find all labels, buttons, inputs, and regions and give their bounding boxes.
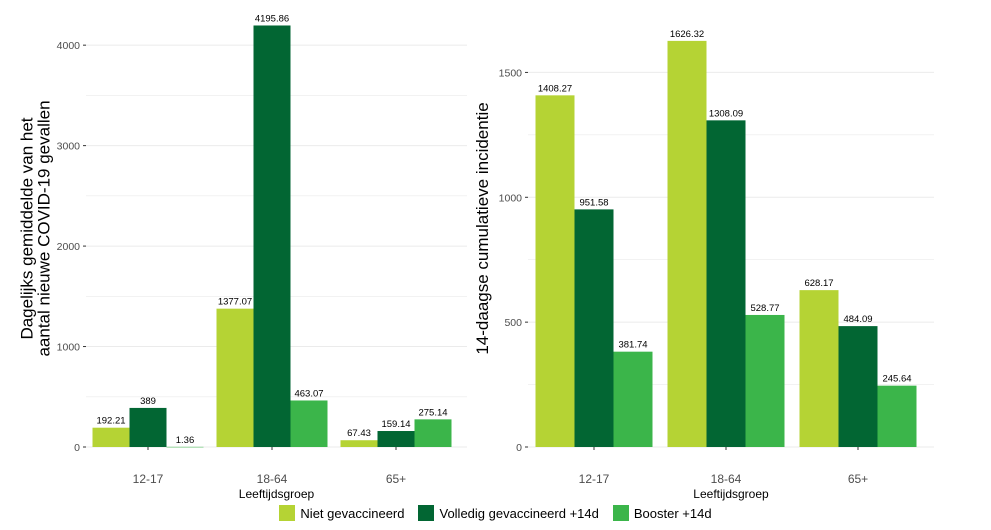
x-tick-label: 18-64 xyxy=(711,472,742,486)
y-tick-label: 0 xyxy=(74,442,80,454)
legend-key-fully-vaccinated xyxy=(418,505,435,521)
bar-not-vaccinated-18-64 xyxy=(216,308,254,447)
y-tick-label: 2000 xyxy=(57,241,81,253)
chart-14-day-incidence: 0 500 1000 1500 1408.27 951.58 381.74 12-17 1626… xyxy=(470,0,991,505)
y-tick-label: 0 xyxy=(516,442,522,454)
bar-fully-vaccinated-65+ xyxy=(838,326,878,447)
x-tick-label: 18-64 xyxy=(257,472,288,486)
x-tick-label: 12-17 xyxy=(579,472,610,486)
bar-booster-18-64 xyxy=(745,314,785,447)
data-label: 67.43 xyxy=(347,428,371,439)
legend-key-not-vaccinated xyxy=(279,505,296,521)
bar-booster-18-64 xyxy=(290,400,328,447)
data-label: 528.77 xyxy=(750,303,779,314)
chart-daily-average-cases-svg: 0 1000 2000 3000 4000 192.21 389 1.36 12-17 1377.… xyxy=(18,13,467,501)
legend-label-booster: Booster +14d xyxy=(633,505,712,521)
y-tick-label: 500 xyxy=(504,317,522,329)
bar-not-vaccinated-12-17 xyxy=(535,95,575,447)
bar-fully-vaccinated-18-64 xyxy=(706,120,746,447)
y-axis-title: aantal nieuwe COVID-19 gevallen xyxy=(35,100,54,356)
bar-not-vaccinated-65+ xyxy=(340,440,378,447)
legend-key-booster xyxy=(612,505,629,521)
data-label: 1408.27 xyxy=(538,83,572,94)
data-label: 1.36 xyxy=(176,435,195,446)
data-label: 159.14 xyxy=(381,419,410,430)
data-label: 484.09 xyxy=(843,314,872,325)
legend: Niet gevaccineerd Volledig gevaccineerd … xyxy=(0,500,991,526)
bar-booster-65+ xyxy=(414,419,452,447)
data-label: 381.74 xyxy=(618,340,647,351)
legend-item-fully-vaccinated: Volledig gevaccineerd +14d xyxy=(418,505,599,521)
data-label: 192.21 xyxy=(96,416,125,427)
data-label: 275.14 xyxy=(418,407,447,418)
data-label: 1377.07 xyxy=(218,297,252,308)
data-label: 951.58 xyxy=(579,197,608,208)
data-label: 1626.32 xyxy=(670,29,704,40)
data-label: 463.07 xyxy=(294,388,323,399)
legend-label-not-vaccinated: Niet gevaccineerd xyxy=(300,505,405,521)
x-tick-label: 65+ xyxy=(848,472,868,486)
legend-item-not-vaccinated: Niet gevaccineerd xyxy=(279,505,404,521)
bar-booster-65+ xyxy=(877,385,917,447)
bar-not-vaccinated-65+ xyxy=(799,290,839,447)
x-axis-title: Leeftijdsgroep xyxy=(693,487,769,501)
bar-booster-12-17 xyxy=(613,351,653,447)
legend-item-booster: Booster +14d xyxy=(612,505,712,521)
data-label: 389 xyxy=(140,396,156,407)
bar-booster-12-17 xyxy=(166,446,204,448)
y-tick-label: 1000 xyxy=(57,342,81,354)
y-tick-label: 4000 xyxy=(57,40,81,52)
x-tick-label: 65+ xyxy=(386,472,406,486)
x-axis-title: Leeftijdsgroep xyxy=(239,487,315,501)
chart-14-day-incidence-svg: 0 500 1000 1500 1408.27 951.58 381.74 12-17 1626… xyxy=(473,29,934,501)
y-tick-label: 1500 xyxy=(499,67,523,79)
data-label: 245.64 xyxy=(882,374,911,385)
y-axis-title: Dagelijks gemiddelde van het xyxy=(18,117,37,339)
data-label: 1308.09 xyxy=(709,108,743,119)
bar-fully-vaccinated-18-64 xyxy=(253,25,291,448)
bar-fully-vaccinated-12-17 xyxy=(129,407,167,447)
bar-not-vaccinated-18-64 xyxy=(667,40,707,447)
bar-fully-vaccinated-65+ xyxy=(377,431,415,447)
y-tick-label: 3000 xyxy=(57,141,81,153)
y-axis-title: 14-daagse cumulatieve incidentie xyxy=(473,102,492,354)
bar-fully-vaccinated-12-17 xyxy=(574,209,614,447)
y-tick-label: 1000 xyxy=(499,192,523,204)
bar-not-vaccinated-12-17 xyxy=(92,427,130,447)
data-label: 628.17 xyxy=(804,278,833,289)
legend-label-fully-vaccinated: Volledig gevaccineerd +14d xyxy=(439,505,599,521)
chart-daily-average-cases: 0 1000 2000 3000 4000 192.21 389 1.36 12-17 1377.… xyxy=(0,0,480,505)
x-tick-label: 12-17 xyxy=(133,472,164,486)
data-label: 4195.86 xyxy=(255,13,289,24)
